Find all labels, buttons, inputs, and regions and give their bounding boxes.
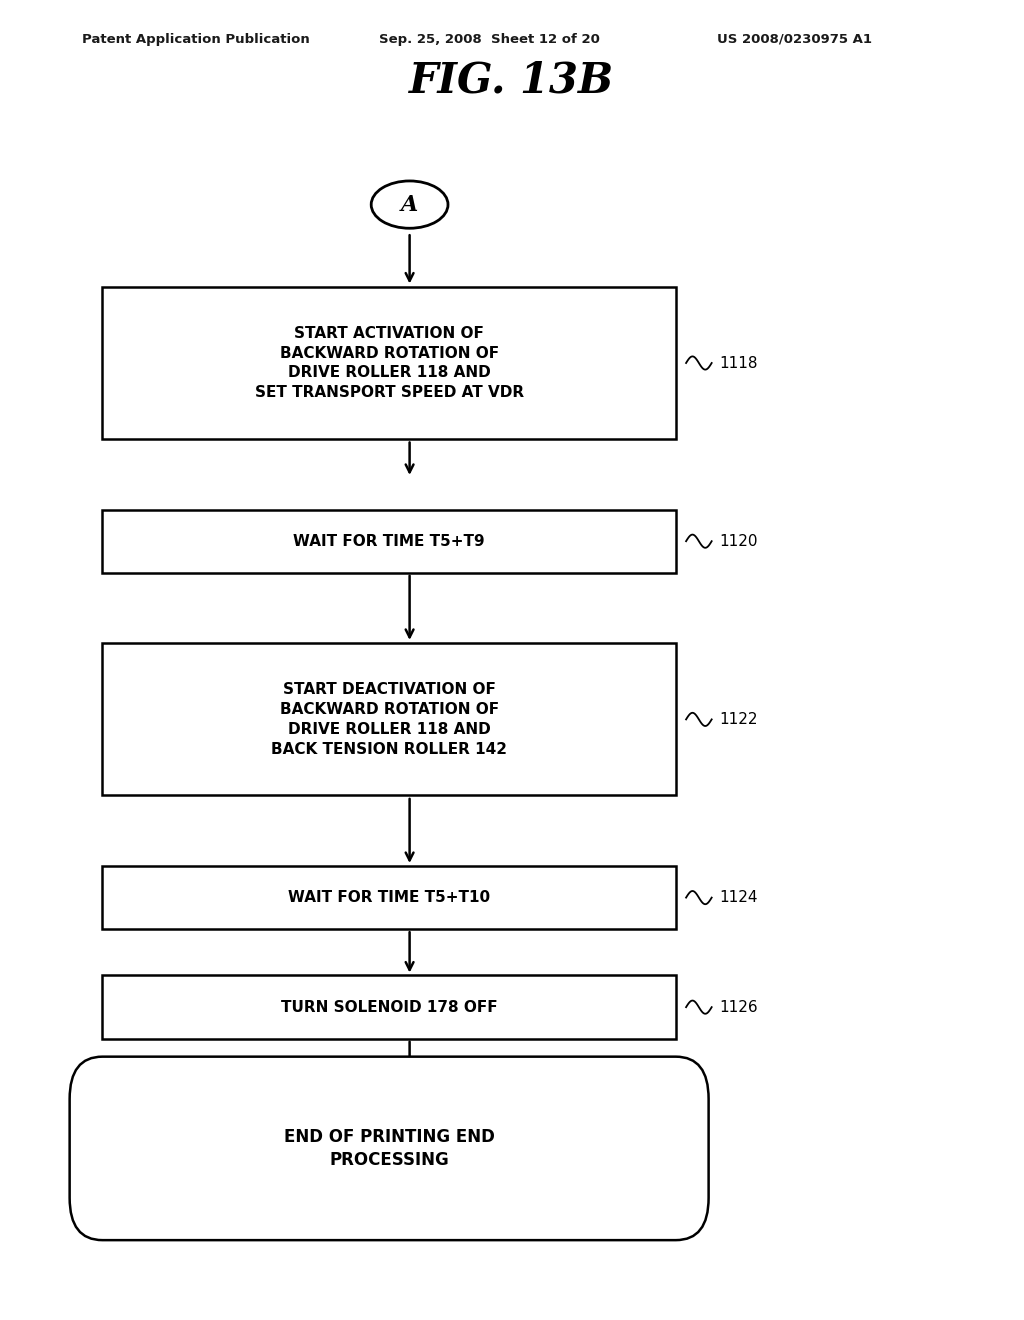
Text: Sep. 25, 2008  Sheet 12 of 20: Sep. 25, 2008 Sheet 12 of 20	[379, 33, 600, 46]
Text: START DEACTIVATION OF
BACKWARD ROTATION OF
DRIVE ROLLER 118 AND
BACK TENSION ROL: START DEACTIVATION OF BACKWARD ROTATION …	[271, 682, 507, 756]
FancyBboxPatch shape	[102, 510, 676, 573]
FancyBboxPatch shape	[70, 1056, 709, 1241]
Text: US 2008/0230975 A1: US 2008/0230975 A1	[717, 33, 871, 46]
Text: WAIT FOR TIME T5+T10: WAIT FOR TIME T5+T10	[288, 890, 490, 906]
Text: 1118: 1118	[719, 355, 758, 371]
Text: START ACTIVATION OF
BACKWARD ROTATION OF
DRIVE ROLLER 118 AND
SET TRANSPORT SPEE: START ACTIVATION OF BACKWARD ROTATION OF…	[255, 326, 523, 400]
Ellipse shape	[372, 181, 449, 228]
Text: FIG. 13B: FIG. 13B	[410, 59, 614, 102]
Text: 1122: 1122	[719, 711, 758, 727]
Text: 1124: 1124	[719, 890, 758, 906]
Text: 1126: 1126	[719, 999, 758, 1015]
Text: Patent Application Publication: Patent Application Publication	[82, 33, 309, 46]
Text: WAIT FOR TIME T5+T9: WAIT FOR TIME T5+T9	[293, 533, 485, 549]
Text: END OF PRINTING END
PROCESSING: END OF PRINTING END PROCESSING	[284, 1127, 495, 1170]
Text: 1120: 1120	[719, 533, 758, 549]
FancyBboxPatch shape	[102, 288, 676, 438]
Text: A: A	[401, 194, 418, 215]
FancyBboxPatch shape	[102, 643, 676, 795]
FancyBboxPatch shape	[102, 975, 676, 1039]
FancyBboxPatch shape	[102, 866, 676, 929]
Text: TURN SOLENOID 178 OFF: TURN SOLENOID 178 OFF	[281, 999, 498, 1015]
